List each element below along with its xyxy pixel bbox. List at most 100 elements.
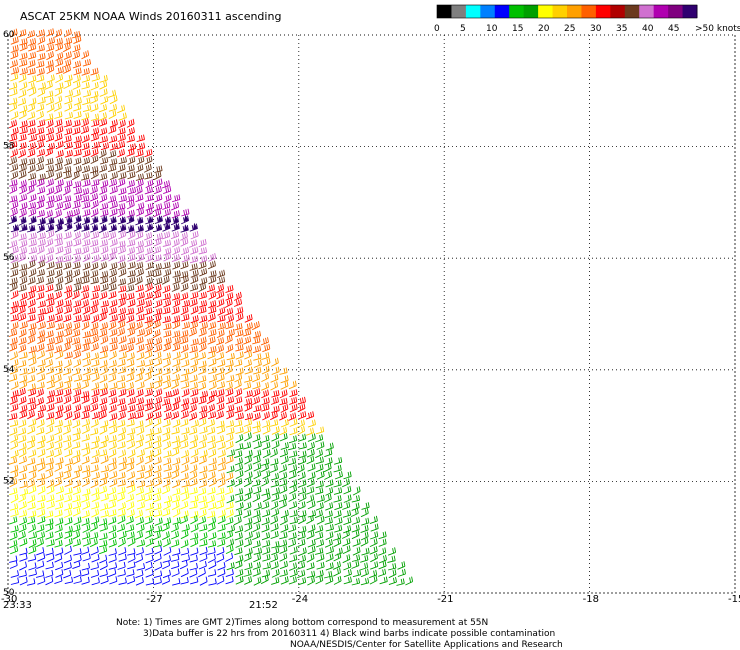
wind-barb [89, 328, 99, 337]
wind-barb [54, 553, 63, 563]
wind-barb [36, 291, 45, 300]
wind-barb [91, 73, 100, 82]
wind-barb [109, 576, 118, 585]
wind-barb [144, 493, 153, 502]
wind-barb [27, 440, 35, 450]
wind-barb [144, 307, 153, 316]
wind-barb [126, 179, 135, 188]
wind-barb [17, 427, 27, 436]
wind-barb [35, 570, 45, 578]
wind-barb [270, 523, 279, 532]
wind-barb [145, 449, 154, 459]
wind-barb [298, 547, 307, 556]
wind-barb [55, 381, 64, 390]
wind-barb [9, 503, 19, 511]
wind-barb [235, 412, 244, 420]
wind-barb [81, 517, 90, 526]
wind-barb [54, 233, 63, 241]
wind-barb [217, 449, 226, 458]
wind-barb [189, 255, 199, 264]
wind-barb [225, 420, 235, 428]
wind-barb [10, 50, 19, 60]
wind-barb [36, 200, 45, 210]
wind-barb [171, 561, 180, 570]
wind-barb [18, 570, 27, 578]
wind-barb [208, 457, 217, 466]
wind-barb [19, 488, 29, 496]
wind-barb [288, 380, 297, 390]
wind-barb [73, 165, 82, 174]
wind-barb [27, 425, 36, 435]
wind-barb [19, 538, 28, 547]
wind-barb [108, 389, 117, 398]
wind-barb [261, 382, 270, 391]
wind-barb [10, 525, 19, 533]
wind-barb [154, 277, 163, 286]
wind-barb [82, 553, 91, 562]
wind-barb [224, 298, 233, 308]
y-tick-label: 56 [3, 253, 15, 263]
wind-barb [64, 336, 73, 345]
wind-barb [90, 546, 99, 556]
wind-barb [244, 523, 253, 533]
wind-barb [144, 530, 153, 540]
wind-barb [28, 449, 37, 458]
wind-barb [64, 276, 73, 285]
wind-barb [18, 133, 27, 142]
wind-barb [145, 479, 155, 488]
wind-barb [297, 531, 306, 540]
wind-barb [64, 74, 73, 83]
wind-barb [307, 576, 315, 586]
wind-barb [109, 185, 118, 195]
wind-barb [117, 366, 127, 374]
wind-barb [216, 395, 225, 405]
wind-barb [298, 456, 307, 466]
colorbar-swatch [480, 5, 496, 18]
wind-barb [46, 553, 55, 563]
wind-barb [62, 186, 71, 196]
wind-barb [144, 388, 153, 397]
wind-barb [54, 290, 62, 300]
wind-barb [279, 545, 288, 555]
wind-barb [37, 553, 46, 562]
wind-barb [261, 365, 270, 375]
wind-barb [8, 456, 18, 465]
wind-barb [99, 80, 108, 90]
wind-barb [126, 359, 135, 368]
wind-barb [63, 381, 72, 390]
wind-barb [198, 360, 207, 369]
wind-barb [27, 298, 36, 308]
wind-barb [81, 434, 90, 442]
wind-barb [333, 575, 342, 585]
wind-barb [90, 216, 99, 225]
wind-barb [36, 74, 45, 83]
wind-barb [107, 89, 117, 98]
wind-barb [360, 524, 369, 534]
wind-barb [269, 464, 278, 473]
wind-barb [145, 538, 154, 548]
wind-barb [72, 89, 81, 98]
wind-barb [90, 403, 99, 412]
wind-barb [91, 411, 101, 420]
wind-barb [45, 344, 54, 352]
wind-barb [91, 334, 99, 344]
wind-barb [19, 516, 28, 526]
wind-barb [135, 194, 144, 203]
wind-barb [378, 547, 387, 556]
wind-barb [199, 576, 208, 586]
wind-barb [153, 570, 163, 579]
wind-barb [144, 315, 153, 324]
wind-barb [35, 411, 44, 420]
wind-barb [108, 359, 117, 368]
wind-barb [72, 50, 81, 60]
wind-barb [81, 465, 91, 473]
wind-barb [333, 464, 342, 473]
wind-barb [89, 522, 98, 532]
wind-barb [9, 119, 18, 129]
wind-barb [170, 554, 180, 562]
wind-barb [289, 509, 298, 518]
wind-barb [181, 313, 190, 322]
wind-barb [18, 359, 27, 368]
wind-barb [9, 337, 18, 346]
wind-barb [64, 576, 74, 585]
